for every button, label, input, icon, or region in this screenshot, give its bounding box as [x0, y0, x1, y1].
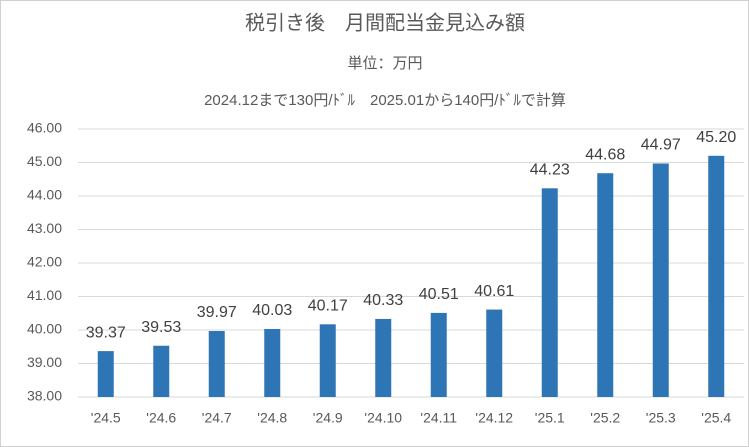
x-tick-label: '25.1	[535, 410, 565, 426]
x-tick-label: '24.8	[257, 410, 287, 426]
data-label: 39.53	[141, 319, 181, 336]
bar	[264, 328, 281, 397]
x-tick-label: '25.4	[701, 410, 731, 426]
bar	[153, 345, 170, 397]
chart-title: 税引き後 月間配当金見込み額	[245, 11, 525, 34]
y-tick-label: 40.00	[27, 321, 62, 337]
data-label: 40.17	[308, 298, 348, 315]
x-tick-label: '24.7	[202, 410, 232, 426]
data-label: 44.97	[641, 137, 681, 154]
y-tick-label: 41.00	[27, 287, 62, 303]
y-tick-label: 38.00	[27, 388, 62, 404]
y-tick-label: 43.00	[27, 220, 62, 236]
bar	[541, 188, 558, 397]
chart-annotation: 2024.12まで130円/ﾄﾞﾙ 2025.01から140円/ﾄﾞﾙで計算	[204, 91, 566, 109]
y-tick-label: 39.00	[27, 354, 62, 370]
data-label: 40.03	[252, 302, 292, 319]
bar	[708, 155, 725, 397]
data-label: 44.68	[585, 146, 625, 163]
data-label: 39.37	[86, 324, 126, 341]
bar	[375, 318, 392, 397]
x-tick-label: '24.5	[91, 410, 121, 426]
x-tick-label: '24.10	[364, 410, 402, 426]
y-tick-label: 46.00	[27, 120, 62, 136]
data-label: 40.51	[419, 286, 459, 303]
data-label: 40.33	[363, 292, 403, 309]
bar	[97, 351, 114, 397]
x-tick-label: '24.11	[420, 410, 457, 426]
chart-subtitle: 単位：万円	[347, 55, 422, 72]
x-tick-label: '25.3	[646, 410, 676, 426]
data-label: 40.61	[474, 283, 514, 300]
bar	[208, 331, 225, 397]
data-label: 39.97	[197, 304, 237, 321]
bar	[652, 163, 669, 397]
x-tick-label: '25.2	[590, 410, 620, 426]
x-tick-label: '24.9	[313, 410, 343, 426]
data-label: 44.23	[530, 162, 570, 179]
bar	[486, 309, 503, 397]
x-tick-label: '24.6	[146, 410, 176, 426]
data-label: 45.20	[696, 129, 736, 146]
x-tick-label: '24.12	[475, 410, 513, 426]
bar	[430, 312, 447, 397]
y-tick-label: 42.00	[27, 254, 62, 270]
bar	[319, 324, 336, 397]
y-tick-label: 44.00	[27, 187, 62, 203]
bar	[597, 173, 614, 397]
y-tick-label: 45.00	[27, 153, 62, 169]
